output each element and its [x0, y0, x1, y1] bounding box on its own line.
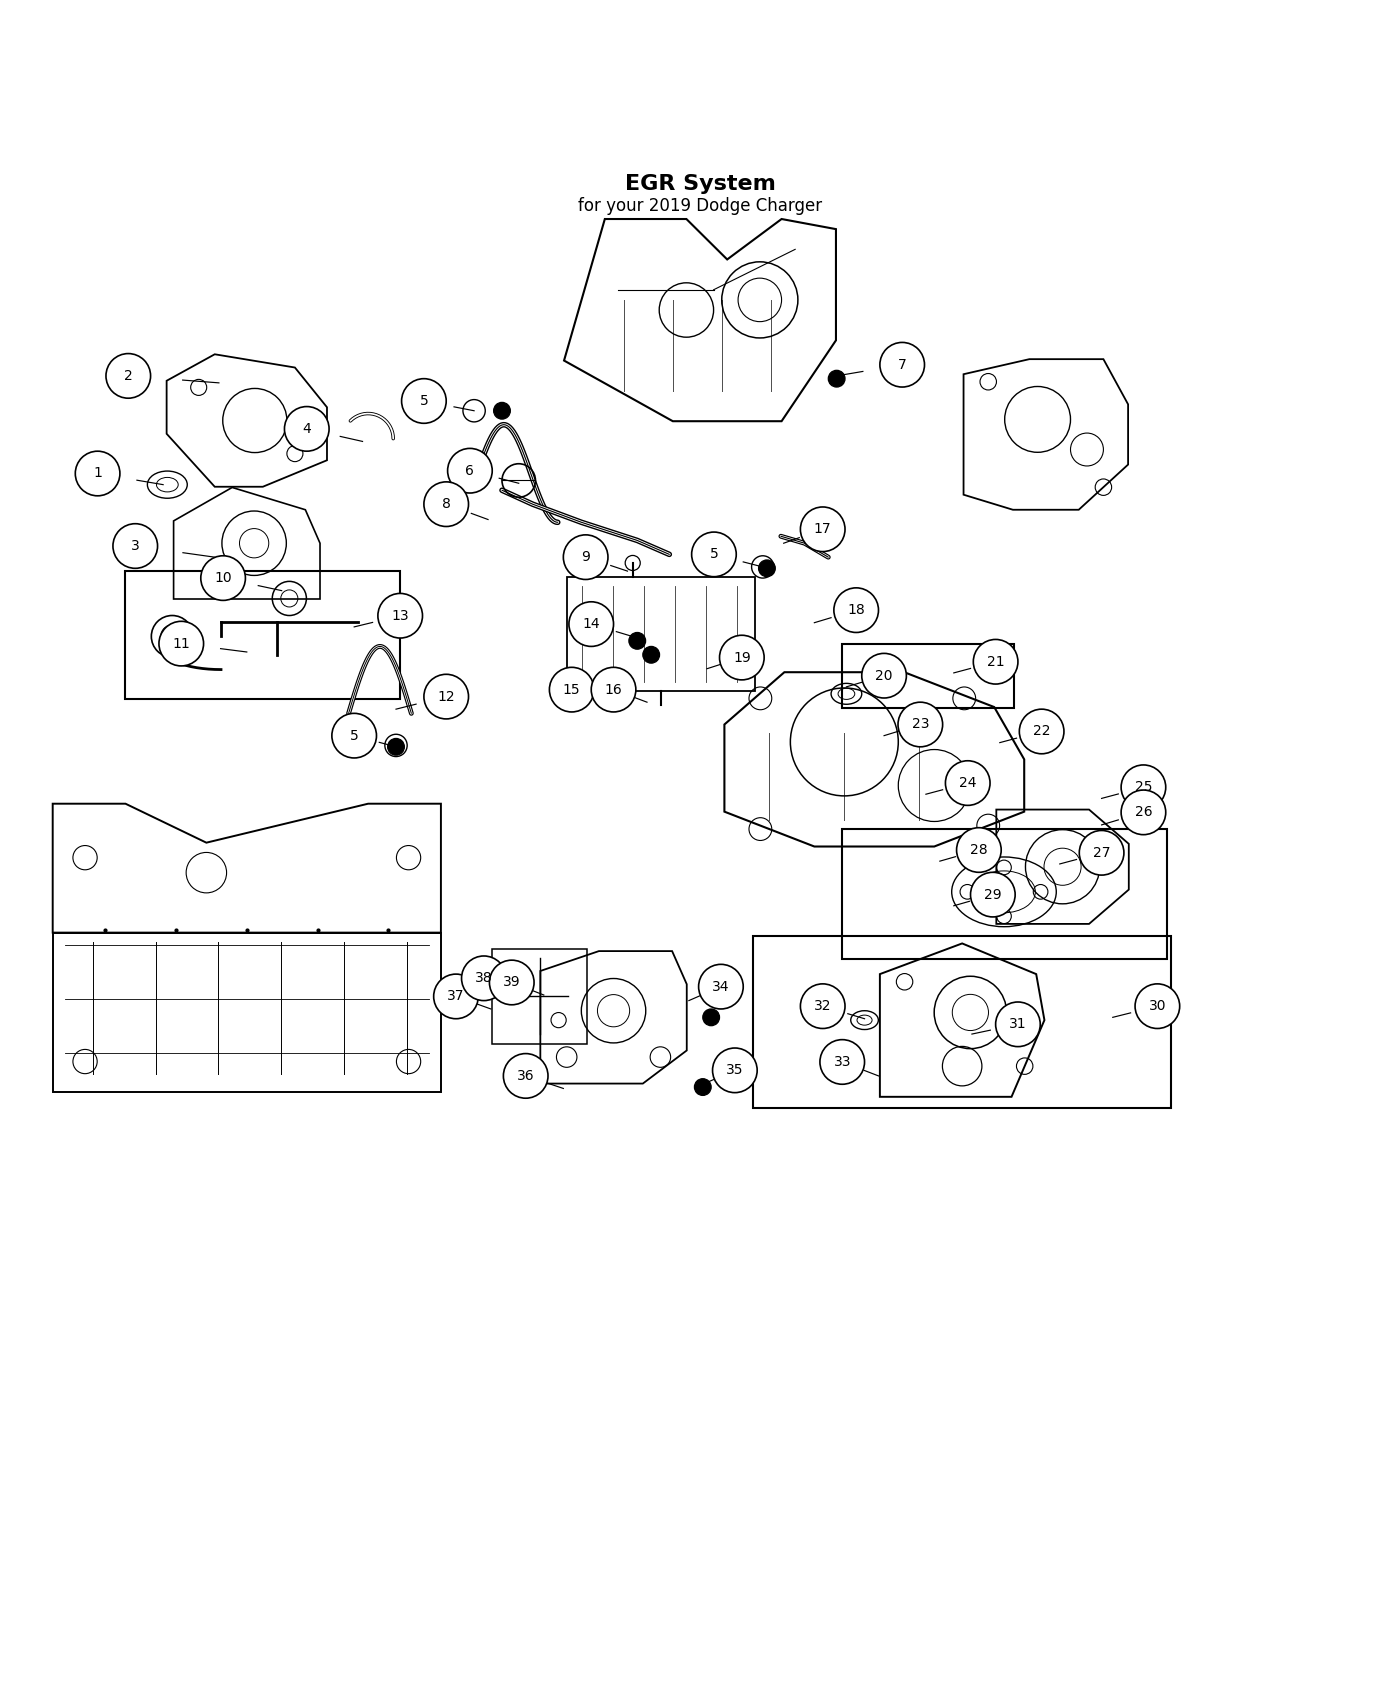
Text: EGR System: EGR System [624, 173, 776, 194]
Circle shape [462, 955, 507, 1001]
Text: 2: 2 [125, 369, 133, 382]
Text: 18: 18 [847, 604, 865, 617]
Bar [843, 644, 1014, 707]
Text: 11: 11 [172, 636, 190, 651]
Text: 27: 27 [1093, 847, 1110, 860]
Text: 22: 22 [1033, 724, 1050, 738]
Circle shape [284, 406, 329, 451]
Circle shape [563, 536, 608, 580]
Circle shape [759, 559, 776, 576]
Circle shape [113, 524, 158, 568]
Text: 3: 3 [130, 539, 140, 552]
Circle shape [106, 354, 151, 398]
Circle shape [995, 1001, 1040, 1047]
Text: 29: 29 [984, 887, 1001, 901]
Circle shape [1135, 984, 1180, 1028]
Text: 34: 34 [713, 979, 729, 994]
Circle shape [1121, 765, 1166, 809]
Text: 24: 24 [959, 777, 976, 790]
Text: 21: 21 [987, 654, 1004, 668]
Circle shape [801, 507, 846, 551]
Circle shape [720, 636, 764, 680]
Text: 8: 8 [442, 496, 451, 512]
Text: 23: 23 [911, 717, 930, 731]
Text: 13: 13 [392, 609, 409, 622]
Text: 32: 32 [813, 1000, 832, 1013]
Text: 36: 36 [517, 1069, 535, 1083]
Circle shape [490, 960, 533, 1005]
Circle shape [692, 532, 736, 576]
Circle shape [970, 872, 1015, 916]
Text: 10: 10 [214, 571, 232, 585]
Circle shape [402, 379, 447, 423]
Text: 37: 37 [447, 989, 465, 1003]
Text: 5: 5 [420, 394, 428, 408]
Circle shape [834, 588, 878, 632]
Bar [567, 576, 755, 690]
Text: 5: 5 [350, 729, 358, 743]
Circle shape [76, 450, 120, 496]
Circle shape [591, 668, 636, 712]
Text: 33: 33 [833, 1056, 851, 1069]
Text: 1: 1 [94, 466, 102, 481]
Circle shape [694, 1080, 711, 1095]
Circle shape [862, 653, 906, 699]
Text: 25: 25 [1134, 780, 1152, 794]
Text: 38: 38 [475, 971, 493, 986]
Text: 9: 9 [581, 551, 589, 564]
Circle shape [568, 602, 613, 646]
Text: 28: 28 [970, 843, 988, 857]
Text: 26: 26 [1134, 806, 1152, 819]
Text: 31: 31 [1009, 1017, 1026, 1032]
Text: 39: 39 [503, 976, 521, 989]
Text: 30: 30 [1148, 1000, 1166, 1013]
Bar [753, 937, 1172, 1108]
Bar [126, 571, 400, 699]
Circle shape [448, 449, 493, 493]
Circle shape [424, 481, 469, 527]
Text: 15: 15 [563, 683, 581, 697]
Circle shape [829, 371, 846, 388]
Circle shape [504, 1054, 547, 1098]
Text: 14: 14 [582, 617, 601, 631]
Circle shape [424, 675, 469, 719]
Circle shape [160, 620, 203, 666]
Circle shape [494, 403, 511, 420]
Text: 20: 20 [875, 668, 893, 683]
Circle shape [713, 1047, 757, 1093]
Circle shape [388, 738, 405, 755]
Circle shape [1079, 831, 1124, 876]
Circle shape [973, 639, 1018, 683]
Circle shape [897, 702, 942, 746]
Circle shape [945, 762, 990, 806]
Circle shape [956, 828, 1001, 872]
Text: 5: 5 [710, 547, 718, 561]
Circle shape [879, 342, 924, 388]
Circle shape [434, 974, 479, 1018]
Circle shape [629, 632, 645, 649]
Circle shape [1121, 790, 1166, 835]
Text: for your 2019 Dodge Charger: for your 2019 Dodge Charger [578, 197, 822, 216]
Text: 6: 6 [465, 464, 475, 478]
Circle shape [820, 1040, 865, 1085]
Text: 4: 4 [302, 422, 311, 435]
Circle shape [643, 646, 659, 663]
Bar [843, 830, 1168, 959]
Text: 17: 17 [813, 522, 832, 536]
Circle shape [378, 593, 423, 638]
Text: 35: 35 [727, 1062, 743, 1078]
Bar [493, 949, 587, 1044]
Circle shape [200, 556, 245, 600]
Text: 12: 12 [437, 690, 455, 704]
Text: 19: 19 [734, 651, 750, 665]
Circle shape [1019, 709, 1064, 753]
Circle shape [703, 1010, 720, 1025]
Text: 7: 7 [897, 357, 907, 372]
Circle shape [549, 668, 594, 712]
Circle shape [332, 714, 377, 758]
Circle shape [699, 964, 743, 1010]
Circle shape [801, 984, 846, 1028]
Text: 16: 16 [605, 683, 623, 697]
